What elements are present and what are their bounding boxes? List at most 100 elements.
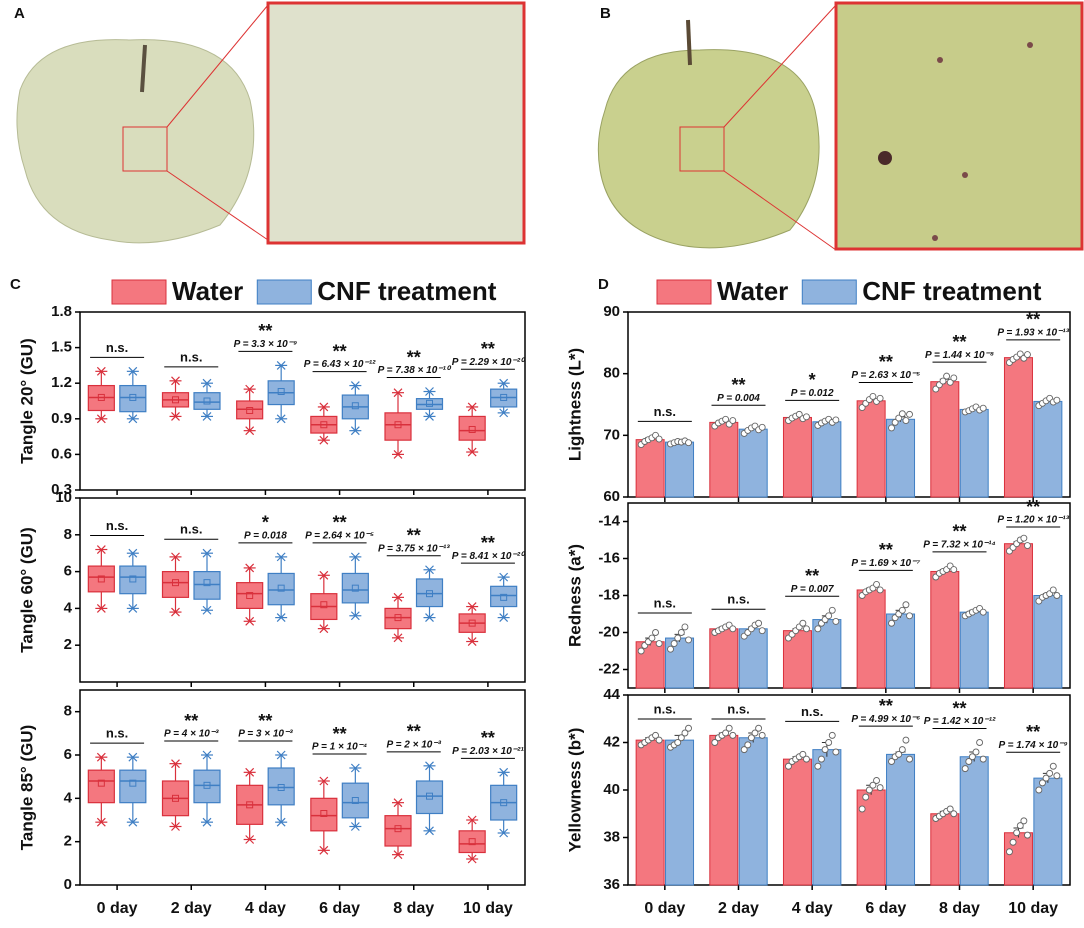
- y-tick-label: -14: [598, 512, 620, 529]
- data-point: [755, 724, 763, 732]
- y-tick-label: 4: [64, 599, 73, 616]
- data-point: [677, 734, 685, 742]
- bar: [782, 758, 812, 886]
- mean-marker: [500, 593, 508, 601]
- p-value: P = 2.63 × 10⁻⁵: [851, 370, 920, 381]
- mean-marker: [172, 396, 179, 404]
- y-tick-label: 2: [64, 636, 72, 653]
- mean-marker: [172, 579, 179, 587]
- extreme-marker: [499, 408, 509, 418]
- data-point: [795, 410, 803, 418]
- data-point: [906, 755, 913, 763]
- data-point: [902, 417, 910, 424]
- bar: [665, 739, 695, 886]
- mean-marker: [203, 397, 211, 405]
- y-axis-label: Yellowness (b*): [565, 728, 584, 853]
- y-tick-label: 0.9: [51, 410, 72, 427]
- box: [415, 578, 444, 608]
- data-point: [858, 404, 866, 412]
- data-point: [1016, 822, 1024, 830]
- data-point: [711, 739, 719, 746]
- legend-label: CNF treatment: [862, 276, 1041, 306]
- bar: [886, 613, 916, 689]
- extreme-marker: [171, 376, 180, 386]
- extreme-marker: [202, 750, 212, 760]
- significance-mark: **: [481, 728, 495, 748]
- y-tick-label: 40: [603, 781, 620, 798]
- data-point: [895, 414, 903, 422]
- extreme-marker: [319, 845, 329, 855]
- significance-mark: **: [481, 339, 495, 359]
- mean-marker: [468, 425, 476, 433]
- bar: [930, 813, 960, 886]
- mean-marker: [394, 421, 402, 429]
- data-point: [943, 372, 951, 380]
- y-axis-label: Tangle 60° (GU): [17, 527, 36, 653]
- extreme-marker: [467, 637, 477, 646]
- y-axis-label: Redness (a*): [565, 544, 584, 647]
- p-value: P = 3.75 × 10⁻¹³: [378, 543, 450, 554]
- extreme-marker: [96, 414, 106, 424]
- data-point: [1020, 534, 1028, 542]
- p-value: P = 1.44 × 10⁻⁸: [925, 350, 994, 361]
- extreme-marker: [276, 750, 286, 760]
- extreme-marker: [171, 552, 180, 562]
- y-axis-label: Tangle 20° (GU): [17, 338, 36, 464]
- bar: [709, 421, 739, 498]
- bar: [959, 408, 989, 498]
- extreme-marker: [128, 752, 138, 762]
- p-value: P = 1.74 × 10⁻⁹: [999, 740, 1068, 751]
- data-point: [972, 748, 980, 756]
- p-value: P = 6.43 × 10⁻¹²: [304, 359, 376, 370]
- data-point: [685, 439, 692, 447]
- data-point: [979, 404, 987, 412]
- extreme-marker: [245, 563, 255, 573]
- apple: [597, 49, 820, 249]
- significance-mark: **: [258, 321, 272, 341]
- p-value: P = 2.64 × 10⁻⁵: [305, 531, 374, 542]
- zoom-box: [679, 126, 725, 172]
- data-point: [950, 566, 958, 574]
- box: [415, 780, 444, 815]
- data-point: [825, 739, 833, 746]
- significance-mark: n.s.: [180, 522, 202, 537]
- extreme-marker: [96, 603, 106, 613]
- bar: [1003, 543, 1033, 689]
- data-point: [1009, 838, 1017, 846]
- extreme-marker: [96, 366, 106, 376]
- extreme-marker: [499, 828, 509, 838]
- data-point: [818, 755, 825, 763]
- legend-swatch: [256, 279, 312, 305]
- box: [384, 607, 412, 630]
- data-point: [1053, 772, 1061, 780]
- x-tick-label: 0 day: [644, 900, 685, 917]
- extreme-marker: [245, 426, 255, 436]
- data-point: [814, 625, 822, 633]
- significance-mark: n.s.: [727, 592, 749, 607]
- data-point: [685, 636, 692, 644]
- data-point: [1042, 774, 1050, 782]
- data-point: [891, 418, 899, 426]
- significance-mark: **: [407, 526, 421, 546]
- extreme-marker: [202, 817, 212, 827]
- data-point: [898, 606, 906, 614]
- data-point: [968, 753, 976, 761]
- data-point: [758, 731, 766, 739]
- significance-mark: **: [952, 332, 966, 352]
- data-point: [946, 378, 954, 386]
- mean-marker: [320, 810, 328, 817]
- data-point: [814, 762, 822, 770]
- extreme-marker: [467, 402, 477, 412]
- plot-frame: [627, 311, 1071, 498]
- data-point: [755, 619, 763, 627]
- data-point: [976, 739, 984, 746]
- y-tick-label: -18: [598, 586, 620, 603]
- data-point: [1053, 396, 1061, 404]
- y-tick-label: 0: [64, 876, 72, 893]
- legend-label: CNF treatment: [317, 276, 496, 306]
- extreme-marker: [467, 854, 477, 864]
- significance-mark: **: [258, 711, 272, 731]
- zoom-line: [723, 4, 837, 128]
- bar: [665, 637, 695, 689]
- data-point: [869, 781, 877, 789]
